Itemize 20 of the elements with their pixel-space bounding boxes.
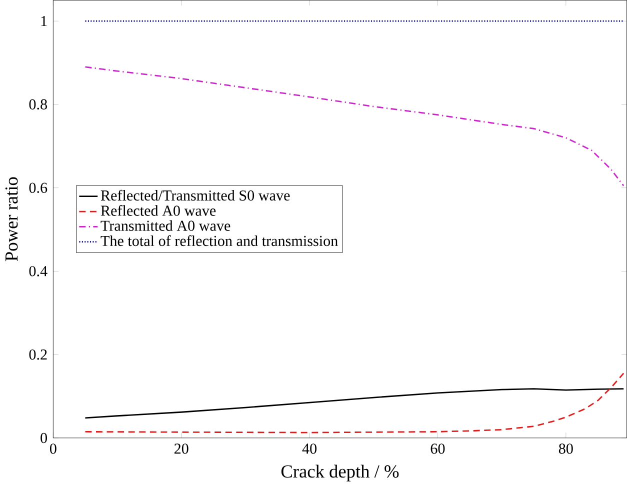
y-tick-label: 0.2 xyxy=(29,350,47,360)
legend-label: The total of reflection and transmission xyxy=(100,235,338,246)
x-axis-title: Crack depth / % xyxy=(281,464,399,482)
x-tick-label: 60 xyxy=(430,444,445,454)
y-tick-label: 0.4 xyxy=(29,266,48,276)
legend-label: Reflected A0 wave xyxy=(100,205,216,216)
y-tick-label: 0 xyxy=(40,432,47,444)
y-tick-label: 1 xyxy=(41,16,47,26)
x-tick-label: 40 xyxy=(302,444,317,454)
x-tick-label: 0 xyxy=(50,444,56,454)
line-series xyxy=(84,66,624,187)
y-tick-label: 0.8 xyxy=(29,99,47,110)
x-tick-label: 80 xyxy=(558,444,573,454)
legend-label: Reflected/Transmitted S0 wave xyxy=(100,190,290,201)
y-tick-label: 0.6 xyxy=(29,182,48,194)
line-series xyxy=(84,388,624,419)
line-series xyxy=(84,372,624,434)
y-axis-title: Power ratio xyxy=(5,177,18,262)
x-tick-label: 20 xyxy=(174,444,188,454)
legend-label: Transmitted A0 wave xyxy=(100,220,230,231)
